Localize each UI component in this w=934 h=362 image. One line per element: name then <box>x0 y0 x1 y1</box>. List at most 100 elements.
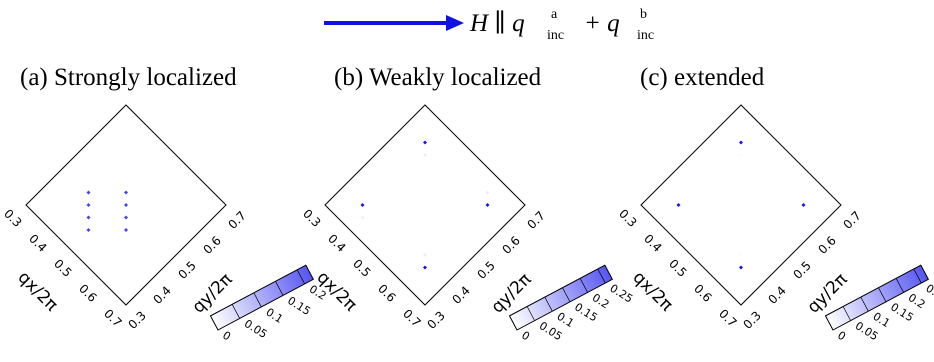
colorbar-tick-label: 0.25 <box>923 282 934 306</box>
x-tick-label: 0.5 <box>666 256 689 279</box>
heat-cell <box>676 203 681 207</box>
x-tick-label: 0.7 <box>716 306 739 329</box>
colorbar-tick <box>825 315 834 331</box>
colorbar-tick-label: 0.1 <box>264 306 286 326</box>
field-sup-b: b <box>640 7 647 22</box>
heat-cell <box>739 265 743 270</box>
heat-cell <box>739 253 743 257</box>
arrow-head <box>446 15 464 31</box>
y-tick-label: 0.4 <box>765 283 788 306</box>
heat-cell <box>739 140 743 145</box>
heat-cell <box>485 203 490 207</box>
y-tick-label: 0.6 <box>200 233 223 256</box>
field-sub-inc-b: inc <box>637 28 654 43</box>
y-tick-label: 0.3 <box>424 308 447 331</box>
y-tick-label: 0.7 <box>840 208 863 231</box>
x-tick-label: 0.5 <box>51 256 74 279</box>
map-frame <box>25 104 227 306</box>
colorbar-tick <box>878 287 887 302</box>
panel-label: (c) extended <box>640 64 765 91</box>
colorbar-tick <box>913 268 922 284</box>
heat-cell <box>124 228 128 232</box>
y-tick-label: 0.3 <box>125 308 148 331</box>
colorbar-tick <box>509 315 518 331</box>
colorbar-tick <box>579 278 588 293</box>
heat-cell <box>423 253 427 257</box>
x-tick-label: 0.3 <box>1 206 24 229</box>
colorbar-tick <box>296 269 305 285</box>
heat-cell <box>86 190 91 195</box>
heat-cell <box>124 203 128 207</box>
y-tick-label: 0.7 <box>524 208 547 231</box>
y-tick-label: 0.6 <box>499 233 522 256</box>
colorbar-tick-label: 0.05 <box>242 317 270 341</box>
heat-cell <box>360 203 365 207</box>
heat-cell <box>423 140 427 145</box>
x-tick-label: 0.4 <box>26 231 49 254</box>
colorbar-tick <box>860 296 869 312</box>
x-tick-label: 0.7 <box>101 306 124 329</box>
heat-cell <box>360 215 365 220</box>
map-frame <box>640 104 842 306</box>
colorbar-tick-label: 0.15 <box>285 294 313 318</box>
field-label: H ∥ q <box>469 10 525 37</box>
x-tick-label: 0.4 <box>641 231 664 254</box>
heat-cell <box>124 215 128 220</box>
colorbar-tick <box>895 278 904 293</box>
y-tick-label: 0.5 <box>474 258 497 281</box>
colorbar-tick <box>275 281 284 296</box>
heat-cell <box>124 190 128 195</box>
field-sub-inc-a: inc <box>547 28 564 43</box>
y-tick-label: 0.3 <box>740 308 763 331</box>
colorbar-tick <box>842 306 851 321</box>
colorbar-tick <box>253 292 262 308</box>
colorbar-tick-label: 0 <box>519 329 532 344</box>
field-direction-arrow <box>324 15 464 31</box>
x-tick-label: 0.3 <box>300 206 323 229</box>
heat-cell <box>86 228 91 232</box>
colorbar-tick <box>526 306 535 321</box>
colorbar-tick <box>210 315 219 331</box>
x-axis-label: qx/2π <box>629 268 677 316</box>
heat-cell <box>86 215 91 220</box>
x-axis-label: qx/2π <box>14 268 62 316</box>
x-tick-label: 0.7 <box>400 306 423 329</box>
colorbar-tick-label: 0 <box>835 329 848 344</box>
colorbar-tick <box>597 268 606 284</box>
field-sup-a: a <box>551 7 558 22</box>
y-tick-label: 0.7 <box>225 208 248 231</box>
heat-cell <box>801 203 806 207</box>
colorbar: 0 0.050.10.150.20.25 <box>508 264 635 344</box>
panel-label: (b) Weakly localized <box>334 64 542 91</box>
colorbar-tick <box>544 296 553 312</box>
panel-label: (a) Strongly localized <box>20 64 237 91</box>
colorbar-tick-label: 0.25 <box>607 282 635 306</box>
y-tick-label: 0.5 <box>175 258 198 281</box>
colorbar-tick <box>231 304 240 319</box>
field-plus: + q <box>584 10 620 37</box>
heat-cell <box>423 265 427 270</box>
colorbar-tick <box>562 287 571 302</box>
x-tick-label: 0.4 <box>325 231 348 254</box>
x-tick-label: 0.5 <box>350 256 373 279</box>
x-tick-label: 0.6 <box>375 281 398 304</box>
heat-cell <box>86 203 91 207</box>
map-frame <box>324 104 526 306</box>
x-tick-label: 0.6 <box>691 281 714 304</box>
heat-cell <box>485 190 490 195</box>
y-tick-label: 0.6 <box>815 233 838 256</box>
y-tick-label: 0.4 <box>150 283 173 306</box>
field-formula: H ∥ q a inc + q b inc <box>469 7 654 43</box>
heat-cell <box>739 153 743 157</box>
heat-cell <box>423 153 427 157</box>
colorbar-tick-label: 0 <box>220 329 233 344</box>
x-tick-label: 0.3 <box>616 206 639 229</box>
y-tick-label: 0.4 <box>449 283 472 306</box>
y-tick-label: 0.5 <box>790 258 813 281</box>
x-tick-label: 0.6 <box>76 281 99 304</box>
